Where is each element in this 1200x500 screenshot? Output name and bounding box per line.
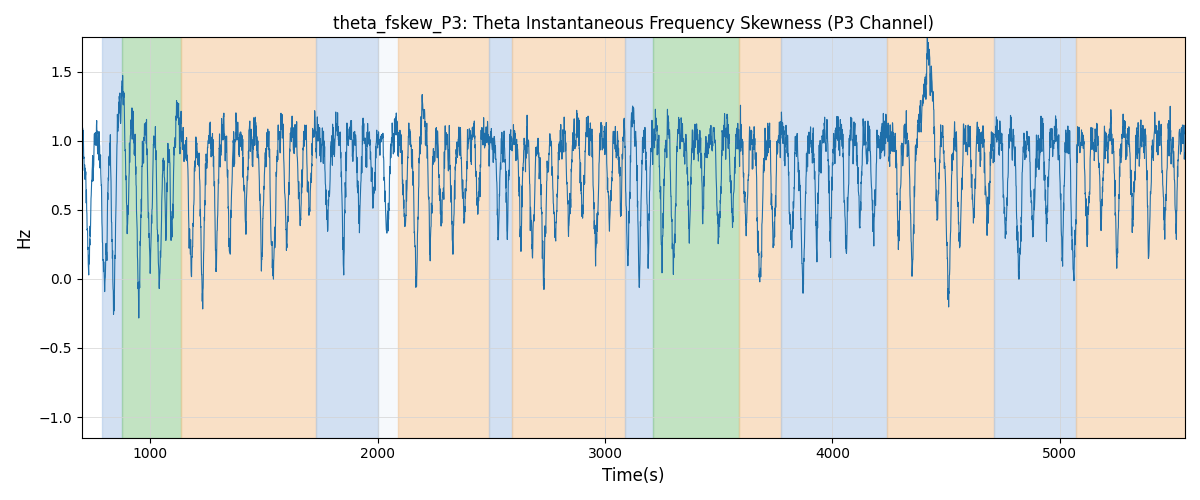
Bar	[1076, 38, 1186, 438]
Bar	[994, 38, 1076, 438]
Bar	[181, 38, 316, 438]
Bar	[653, 38, 739, 438]
Bar	[625, 38, 653, 438]
Bar	[739, 38, 781, 438]
Y-axis label: Hz: Hz	[14, 227, 32, 248]
Bar	[378, 38, 398, 438]
Bar	[781, 38, 887, 438]
Bar	[511, 38, 625, 438]
X-axis label: Time(s): Time(s)	[602, 467, 665, 485]
Bar	[316, 38, 378, 438]
Title: theta_fskew_P3: Theta Instantaneous Frequency Skewness (P3 Channel): theta_fskew_P3: Theta Instantaneous Freq…	[332, 15, 934, 34]
Bar	[121, 38, 181, 438]
Bar	[887, 38, 994, 438]
Bar	[398, 38, 490, 438]
Bar	[490, 38, 511, 438]
Bar	[102, 38, 121, 438]
